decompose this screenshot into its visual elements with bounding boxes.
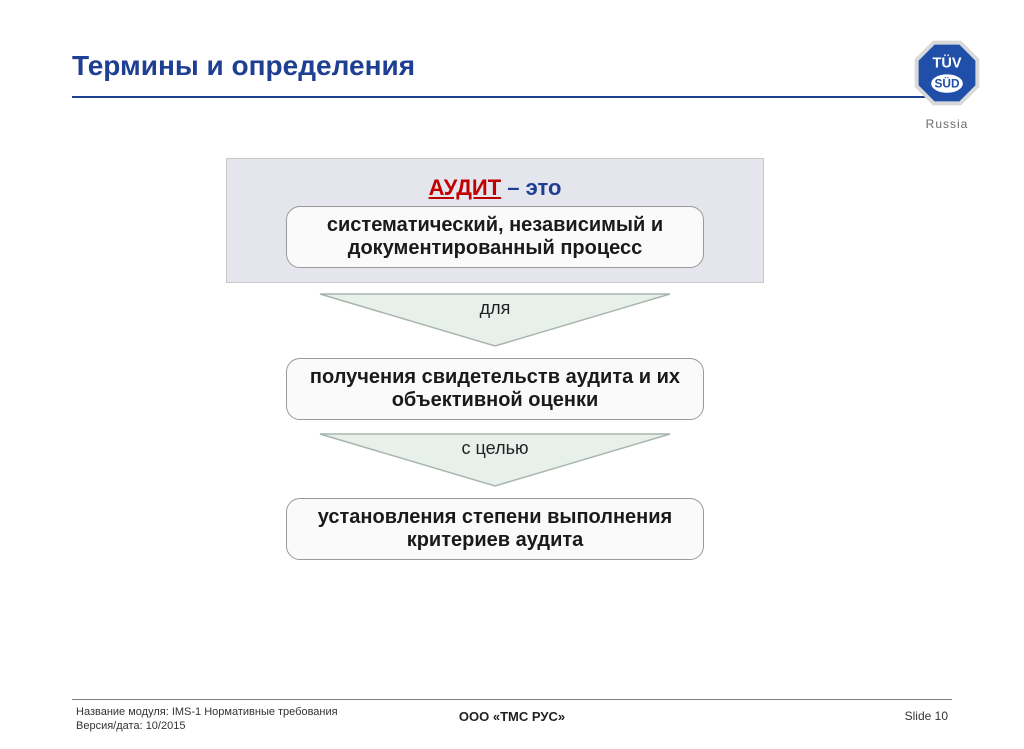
tuv-sud-icon: TÜV SÜD: [914, 40, 980, 106]
definition-box-1: систематический, независимый и документи…: [286, 206, 704, 268]
arrow-1-label: для: [318, 298, 672, 319]
definition-heading: АУДИТ – это: [227, 175, 763, 201]
logo-bottom-text: SÜD: [934, 76, 959, 91]
definition-box-3: установления степени выполнения критерие…: [286, 498, 704, 560]
slide-title: Термины и определения: [72, 50, 884, 82]
footer-rule: [72, 699, 952, 700]
definition-box-3-text: установления степени выполнения критерие…: [307, 506, 683, 552]
footer-slide-number: Slide 10: [905, 709, 948, 723]
slide: Термины и определения TÜV SÜD Russia АУД…: [0, 0, 1024, 749]
title-area: Термины и определения: [72, 50, 884, 82]
arrow-1: для: [318, 292, 672, 348]
definition-box-1-text: систематический, независимый и документи…: [307, 214, 683, 260]
heading-audit: АУДИТ: [429, 175, 502, 200]
footer: Название модуля: IMS-1 Нормативные требо…: [72, 699, 952, 739]
heading-eto: – это: [501, 175, 561, 200]
title-underline: [72, 96, 942, 98]
logo-caption: Russia: [908, 117, 986, 131]
logo-top-text: TÜV: [932, 55, 961, 72]
footer-center: ООО «ТМС РУС»: [72, 709, 952, 724]
arrow-2-label: с целью: [318, 438, 672, 459]
definition-box-2-text: получения свидетельств аудита и их объек…: [307, 366, 683, 412]
logo: TÜV SÜD Russia: [908, 40, 986, 131]
definition-box-2: получения свидетельств аудита и их объек…: [286, 358, 704, 420]
arrow-2: с целью: [318, 432, 672, 488]
